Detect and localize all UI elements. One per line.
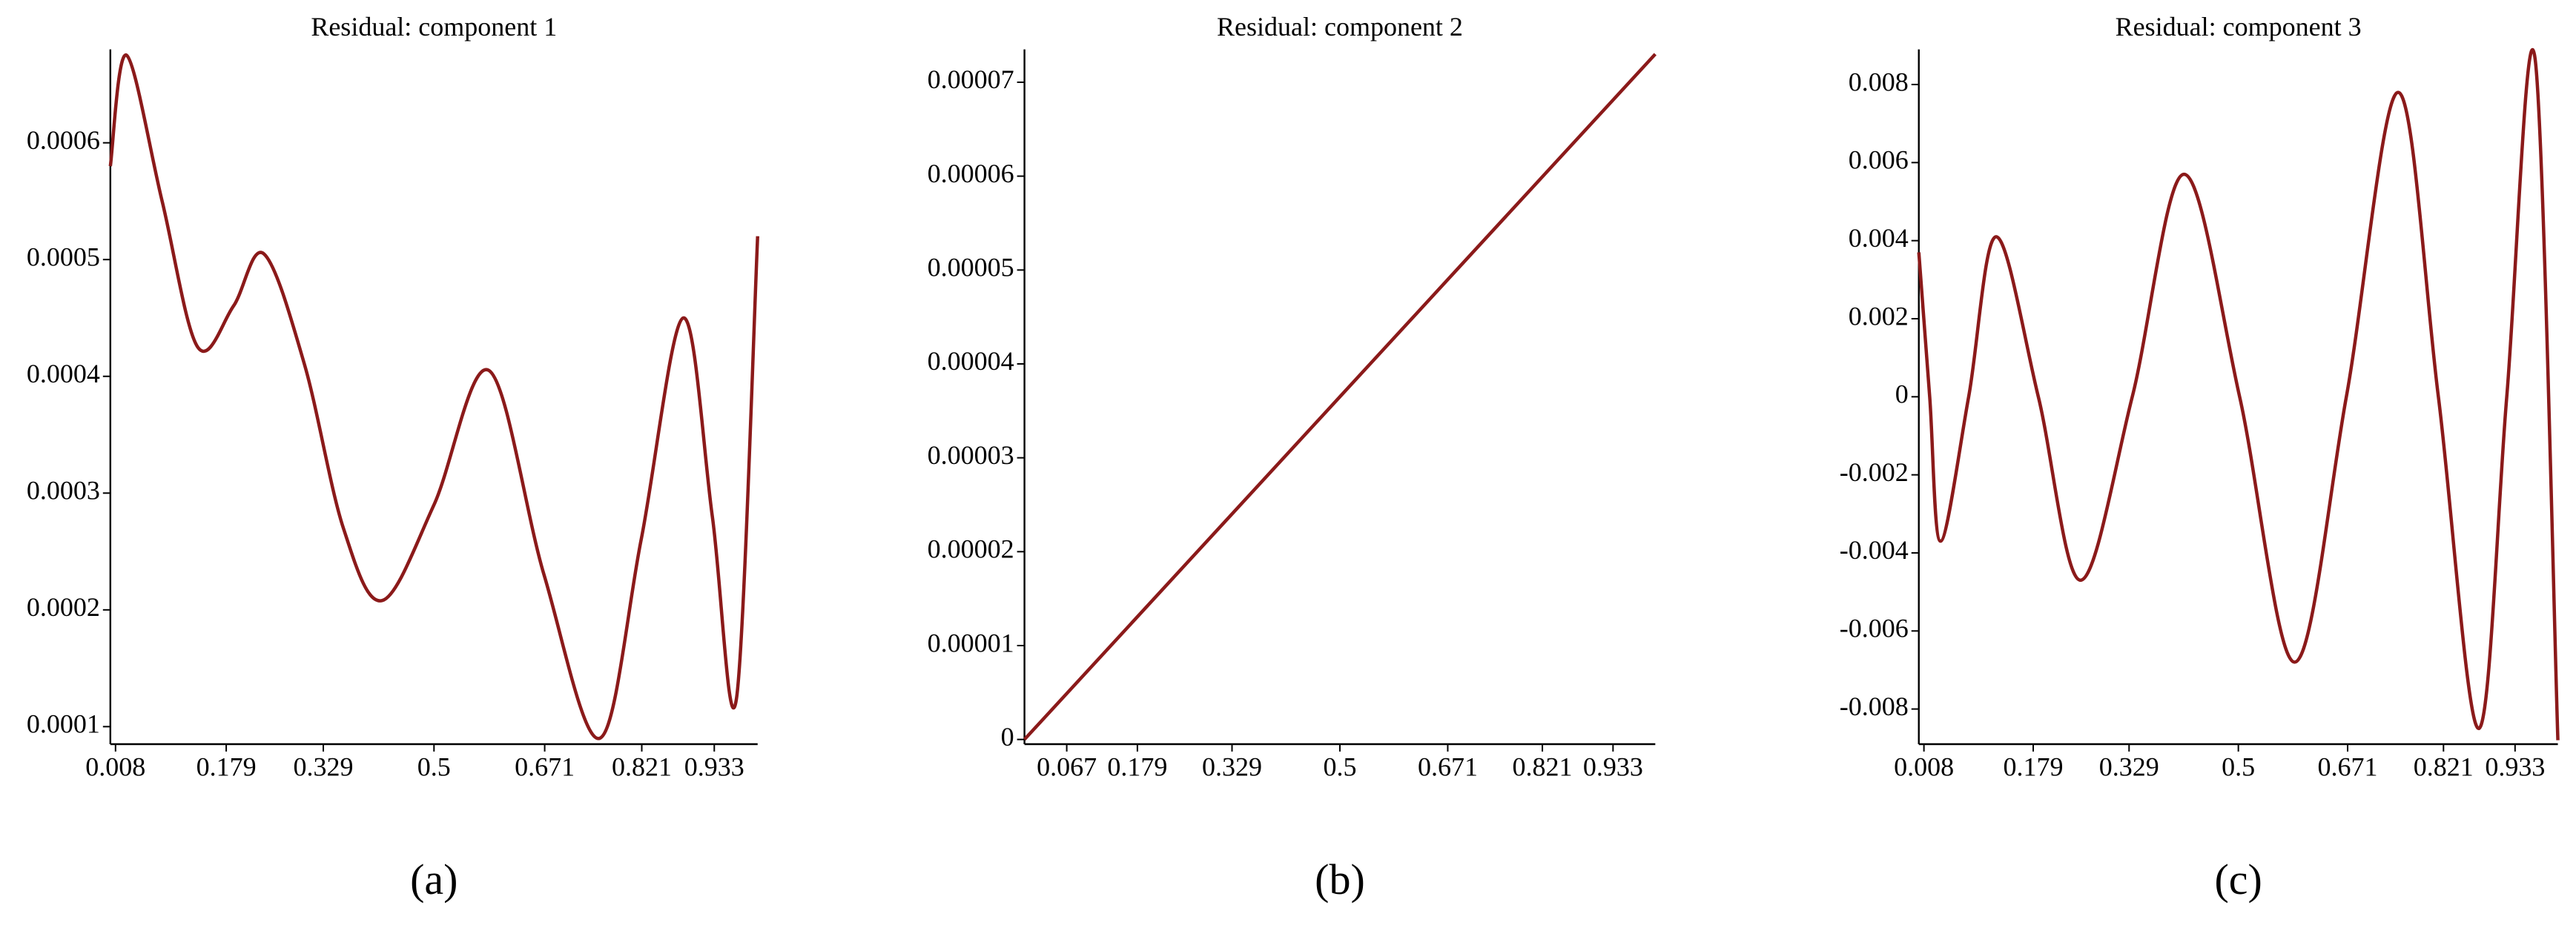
x-tick-label: 0.329	[2099, 752, 2159, 781]
y-tick-label: -0.006	[1840, 614, 1909, 643]
x-tick-label: 0.5	[2222, 752, 2255, 781]
y-tick-label: 0.006	[1849, 145, 1909, 175]
y-tick-label: -0.004	[1840, 535, 1909, 565]
x-tick-label: 0.671	[1418, 752, 1478, 781]
y-tick-label: 0.0004	[27, 359, 100, 388]
y-tick-label: 0.002	[1849, 301, 1909, 331]
y-tick-label: 0.004	[1849, 223, 1909, 253]
x-tick-label: 0.933	[2485, 752, 2545, 781]
caption: (c)	[2214, 855, 2262, 904]
y-tick-label: -0.008	[1840, 692, 1909, 721]
x-tick-label: 0.179	[1107, 752, 1167, 781]
y-tick-label: 0	[1001, 722, 1014, 752]
caption: (a)	[410, 855, 458, 904]
x-tick-label: 0.067	[1037, 752, 1097, 781]
x-tick-label: 0.5	[417, 752, 451, 781]
x-tick-label: 0.179	[2003, 752, 2063, 781]
line	[1917, 47, 2560, 740]
y-tick-label: 0.00001	[928, 628, 1014, 657]
y-tick-label: 0.0002	[27, 592, 100, 622]
y-tick-label: 0.00002	[928, 534, 1014, 564]
y-tick-label: 0.0006	[27, 125, 100, 155]
caption: (b)	[1315, 855, 1365, 904]
x-tick-label: 0.329	[294, 752, 354, 781]
x-tick-label: 0.179	[196, 752, 257, 781]
y-tick-label: 0.0001	[27, 709, 100, 739]
x-tick-label: 0.821	[612, 752, 672, 781]
x-tick-label: 0.933	[684, 752, 744, 781]
chart-title: Residual: component 1	[311, 12, 557, 42]
x-tick-label: 0.329	[1202, 752, 1262, 781]
x-tick-label: 0.008	[1894, 752, 1954, 781]
x-tick-label: 0.008	[85, 752, 145, 781]
y-tick-label: 0.00007	[928, 64, 1014, 94]
x-tick-label: 0.821	[2414, 752, 2474, 781]
y-tick-label: 0.00004	[928, 346, 1014, 376]
y-tick-label: 0.00003	[928, 440, 1014, 470]
x-tick-label: 0.671	[2318, 752, 2378, 781]
y-tick-label: 0	[1895, 379, 1909, 409]
chart-title: Residual: component 2	[1217, 12, 1463, 42]
line	[1023, 53, 1657, 741]
line	[108, 53, 760, 740]
x-tick-label: 0.5	[1323, 752, 1356, 781]
y-tick-label: 0.0003	[27, 476, 100, 505]
x-tick-label: 0.821	[1513, 752, 1573, 781]
x-tick-label: 0.671	[515, 752, 575, 781]
y-tick-label: 0.0005	[27, 242, 100, 271]
y-tick-label: 0.008	[1849, 67, 1909, 96]
chart-title: Residual: component 3	[2116, 12, 2362, 42]
y-tick-label: 0.00005	[928, 253, 1014, 282]
y-tick-label: 0.00006	[928, 159, 1014, 188]
y-tick-label: -0.002	[1840, 457, 1909, 487]
x-tick-label: 0.933	[1583, 752, 1643, 781]
